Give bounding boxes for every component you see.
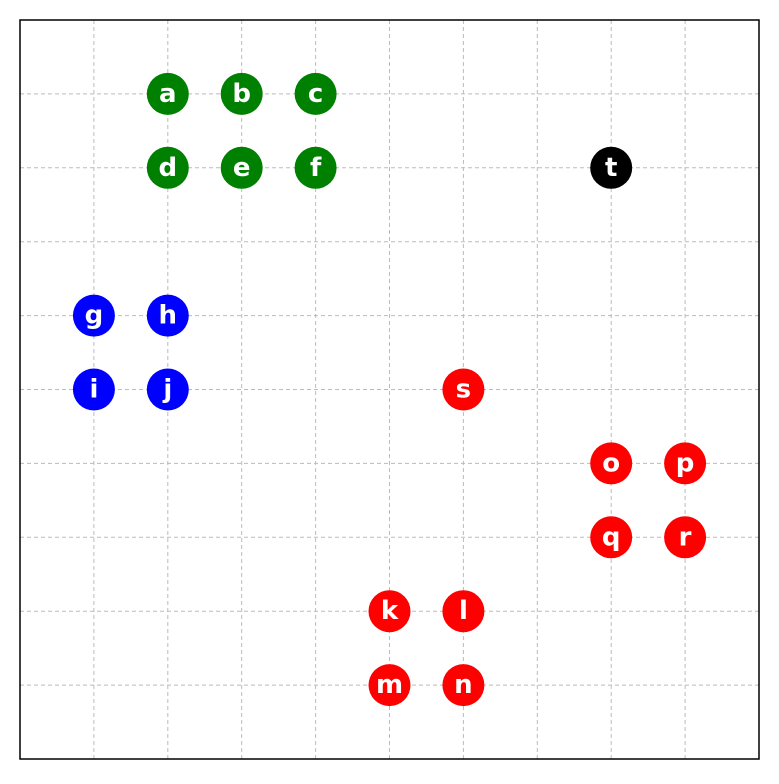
point-marker-g — [72, 294, 115, 337]
point-marker-a — [146, 72, 189, 115]
point-label-f: f — [310, 153, 322, 183]
point-label-g: g — [85, 301, 104, 331]
data-point-l: l — [442, 590, 485, 633]
point-label-c: c — [308, 79, 323, 109]
data-point-j: j — [146, 368, 189, 411]
data-point-t: t — [590, 146, 633, 189]
data-point-r: r — [664, 516, 707, 559]
point-marker-t — [590, 146, 633, 189]
point-label-p: p — [676, 448, 695, 478]
point-marker-q — [590, 516, 633, 559]
data-point-c: c — [294, 72, 337, 115]
data-point-m: m — [368, 664, 411, 707]
point-label-m: m — [376, 670, 403, 700]
data-point-g: g — [72, 294, 115, 337]
point-label-e: e — [233, 153, 251, 183]
point-label-n: n — [454, 670, 473, 700]
point-label-j: j — [162, 375, 172, 405]
point-marker-i — [72, 368, 115, 411]
plot-frame — [19, 19, 760, 760]
point-label-b: b — [232, 79, 251, 109]
point-label-h: h — [159, 301, 178, 331]
data-point-o: o — [590, 442, 633, 485]
data-point-k: k — [368, 590, 411, 633]
data-point-s: s — [442, 368, 485, 411]
data-point-b: b — [220, 72, 263, 115]
point-marker-e — [220, 146, 263, 189]
point-label-q: q — [602, 522, 621, 552]
point-label-a: a — [159, 79, 177, 109]
point-label-r: r — [679, 522, 692, 552]
data-point-e: e — [220, 146, 263, 189]
point-label-o: o — [602, 448, 620, 478]
point-marker-b — [220, 72, 263, 115]
point-label-d: d — [158, 153, 177, 183]
point-marker-s — [442, 368, 485, 411]
data-point-d: d — [146, 146, 189, 189]
data-point-i: i — [72, 368, 115, 411]
point-marker-m — [368, 664, 411, 707]
point-marker-h — [146, 294, 189, 337]
point-marker-r — [664, 516, 707, 559]
data-points: a b c d e f g h i j k l m n o p q r s t — [72, 72, 707, 707]
data-point-h: h — [146, 294, 189, 337]
point-label-i: i — [89, 375, 98, 405]
point-marker-j — [146, 368, 189, 411]
point-label-k: k — [381, 596, 399, 626]
point-marker-k — [368, 590, 411, 633]
point-label-t: t — [605, 153, 617, 183]
point-marker-d — [146, 146, 189, 189]
point-marker-n — [442, 664, 485, 707]
data-point-f: f — [294, 146, 337, 189]
point-marker-o — [590, 442, 633, 485]
point-label-l: l — [459, 596, 468, 626]
data-point-a: a — [146, 72, 189, 115]
data-point-n: n — [442, 664, 485, 707]
point-marker-l — [442, 590, 485, 633]
point-label-s: s — [456, 375, 471, 405]
point-marker-p — [664, 442, 707, 485]
data-point-p: p — [664, 442, 707, 485]
data-point-q: q — [590, 516, 633, 559]
point-marker-c — [294, 72, 337, 115]
point-marker-f — [294, 146, 337, 189]
